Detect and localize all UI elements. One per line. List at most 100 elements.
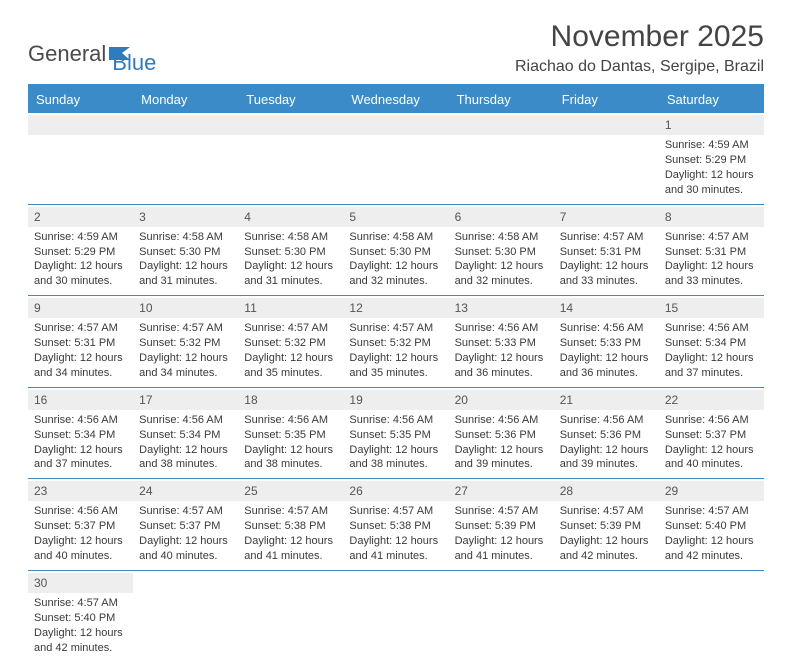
calendar-cell <box>449 113 554 204</box>
location-text: Riachao do Dantas, Sergipe, Brazil <box>515 58 764 76</box>
brand-logo: General Blue <box>28 20 156 76</box>
sunset-text: Sunset: 5:37 PM <box>34 519 127 534</box>
day-number: 21 <box>554 390 659 410</box>
calendar-cell: 1Sunrise: 4:59 AMSunset: 5:29 PMDaylight… <box>659 113 764 204</box>
sunrise-text: Sunrise: 4:57 AM <box>665 504 758 519</box>
day-header: Sunday <box>28 86 133 113</box>
sunrise-text: Sunrise: 4:56 AM <box>34 504 127 519</box>
daylight-text: Daylight: 12 hours <box>349 259 442 274</box>
brand-text-2: Blue <box>112 50 156 76</box>
daylight-text: and 34 minutes. <box>139 366 232 381</box>
sunrise-text: Sunrise: 4:56 AM <box>244 413 337 428</box>
calendar-cell <box>554 570 659 661</box>
sunrise-text: Sunrise: 4:57 AM <box>560 230 653 245</box>
sunset-text: Sunset: 5:33 PM <box>560 336 653 351</box>
calendar-cell: 13Sunrise: 4:56 AMSunset: 5:33 PMDayligh… <box>449 296 554 388</box>
empty-day <box>28 115 133 135</box>
day-number: 26 <box>343 481 448 501</box>
calendar-cell <box>659 570 764 661</box>
day-number: 1 <box>659 115 764 135</box>
calendar-cell: 22Sunrise: 4:56 AMSunset: 5:37 PMDayligh… <box>659 387 764 479</box>
calendar-cell: 11Sunrise: 4:57 AMSunset: 5:32 PMDayligh… <box>238 296 343 388</box>
calendar-cell: 10Sunrise: 4:57 AMSunset: 5:32 PMDayligh… <box>133 296 238 388</box>
daylight-text: Daylight: 12 hours <box>34 534 127 549</box>
sunset-text: Sunset: 5:30 PM <box>244 245 337 260</box>
day-number: 4 <box>238 207 343 227</box>
sunset-text: Sunset: 5:37 PM <box>665 428 758 443</box>
sunset-text: Sunset: 5:36 PM <box>455 428 548 443</box>
calendar-table: SundayMondayTuesdayWednesdayThursdayFrid… <box>28 86 764 661</box>
sunrise-text: Sunrise: 4:58 AM <box>349 230 442 245</box>
calendar-cell: 12Sunrise: 4:57 AMSunset: 5:32 PMDayligh… <box>343 296 448 388</box>
daylight-text: Daylight: 12 hours <box>139 259 232 274</box>
sunset-text: Sunset: 5:31 PM <box>34 336 127 351</box>
daylight-text: and 35 minutes. <box>244 366 337 381</box>
sunset-text: Sunset: 5:39 PM <box>560 519 653 534</box>
sunset-text: Sunset: 5:35 PM <box>244 428 337 443</box>
sunrise-text: Sunrise: 4:56 AM <box>349 413 442 428</box>
daylight-text: and 41 minutes. <box>455 549 548 564</box>
sunrise-text: Sunrise: 4:57 AM <box>139 321 232 336</box>
sunrise-text: Sunrise: 4:56 AM <box>560 321 653 336</box>
daylight-text: Daylight: 12 hours <box>560 351 653 366</box>
calendar-cell: 8Sunrise: 4:57 AMSunset: 5:31 PMDaylight… <box>659 204 764 296</box>
sunset-text: Sunset: 5:29 PM <box>665 153 758 168</box>
calendar-cell: 28 Sunrise: 4:57 AMSunset: 5:39 PMDayligh… <box>554 479 659 571</box>
day-number: 27 <box>449 481 554 501</box>
title-block: November 2025 Riachao do Dantas, Sergipe… <box>515 20 764 76</box>
sunrise-text: Sunrise: 4:57 AM <box>349 504 442 519</box>
daylight-text: and 31 minutes. <box>139 274 232 289</box>
sunset-text: Sunset: 5:34 PM <box>34 428 127 443</box>
calendar-cell: 30Sunrise: 4:57 AMSunset: 5:40 PMDayligh… <box>28 570 133 661</box>
sunrise-text: Sunrise: 4:57 AM <box>34 321 127 336</box>
calendar-week: 16Sunrise: 4:56 AMSunset: 5:34 PMDayligh… <box>28 387 764 479</box>
daylight-text: and 38 minutes. <box>244 457 337 472</box>
day-number: 29 <box>659 481 764 501</box>
day-number: 9 <box>28 298 133 318</box>
calendar-cell: 19Sunrise: 4:56 AMSunset: 5:35 PMDayligh… <box>343 387 448 479</box>
calendar-cell <box>28 113 133 204</box>
daylight-text: and 37 minutes. <box>34 457 127 472</box>
day-number: 13 <box>449 298 554 318</box>
daylight-text: Daylight: 12 hours <box>139 351 232 366</box>
day-number: 30 <box>28 573 133 593</box>
sunset-text: Sunset: 5:34 PM <box>139 428 232 443</box>
day-number: 25 <box>238 481 343 501</box>
daylight-text: and 33 minutes. <box>560 274 653 289</box>
calendar-cell: 15Sunrise: 4:56 AMSunset: 5:34 PMDayligh… <box>659 296 764 388</box>
day-number: 22 <box>659 390 764 410</box>
daylight-text: and 39 minutes. <box>455 457 548 472</box>
sunrise-text: Sunrise: 4:57 AM <box>560 504 653 519</box>
day-number: 16 <box>28 390 133 410</box>
day-number: 28 <box>554 481 659 501</box>
empty-day <box>449 115 554 135</box>
sunrise-text: Sunrise: 4:56 AM <box>665 321 758 336</box>
calendar-cell: 23Sunrise: 4:56 AMSunset: 5:37 PMDayligh… <box>28 479 133 571</box>
calendar-week: 9Sunrise: 4:57 AMSunset: 5:31 PMDaylight… <box>28 296 764 388</box>
sunset-text: Sunset: 5:36 PM <box>560 428 653 443</box>
calendar-cell <box>133 570 238 661</box>
day-number: 8 <box>659 207 764 227</box>
day-number: 6 <box>449 207 554 227</box>
daylight-text: and 36 minutes. <box>455 366 548 381</box>
daylight-text: and 37 minutes. <box>665 366 758 381</box>
sunset-text: Sunset: 5:30 PM <box>139 245 232 260</box>
calendar-cell <box>343 570 448 661</box>
calendar-cell: 20Sunrise: 4:56 AMSunset: 5:36 PMDayligh… <box>449 387 554 479</box>
day-number: 3 <box>133 207 238 227</box>
daylight-text: Daylight: 12 hours <box>244 534 337 549</box>
sunrise-text: Sunrise: 4:59 AM <box>34 230 127 245</box>
day-number: 11 <box>238 298 343 318</box>
sunset-text: Sunset: 5:30 PM <box>349 245 442 260</box>
sunset-text: Sunset: 5:30 PM <box>455 245 548 260</box>
sunset-text: Sunset: 5:40 PM <box>34 611 127 626</box>
calendar-week: 23Sunrise: 4:56 AMSunset: 5:37 PMDayligh… <box>28 479 764 571</box>
day-number: 19 <box>343 390 448 410</box>
calendar-cell: 7Sunrise: 4:57 AMSunset: 5:31 PMDaylight… <box>554 204 659 296</box>
calendar-cell: 25Sunrise: 4:57 AMSunset: 5:38 PMDayligh… <box>238 479 343 571</box>
sunset-text: Sunset: 5:33 PM <box>455 336 548 351</box>
calendar-cell: 4Sunrise: 4:58 AMSunset: 5:30 PMDaylight… <box>238 204 343 296</box>
daylight-text: Daylight: 12 hours <box>560 534 653 549</box>
sunrise-text: Sunrise: 4:58 AM <box>244 230 337 245</box>
calendar-cell: 27Sunrise: 4:57 AMSunset: 5:39 PMDayligh… <box>449 479 554 571</box>
